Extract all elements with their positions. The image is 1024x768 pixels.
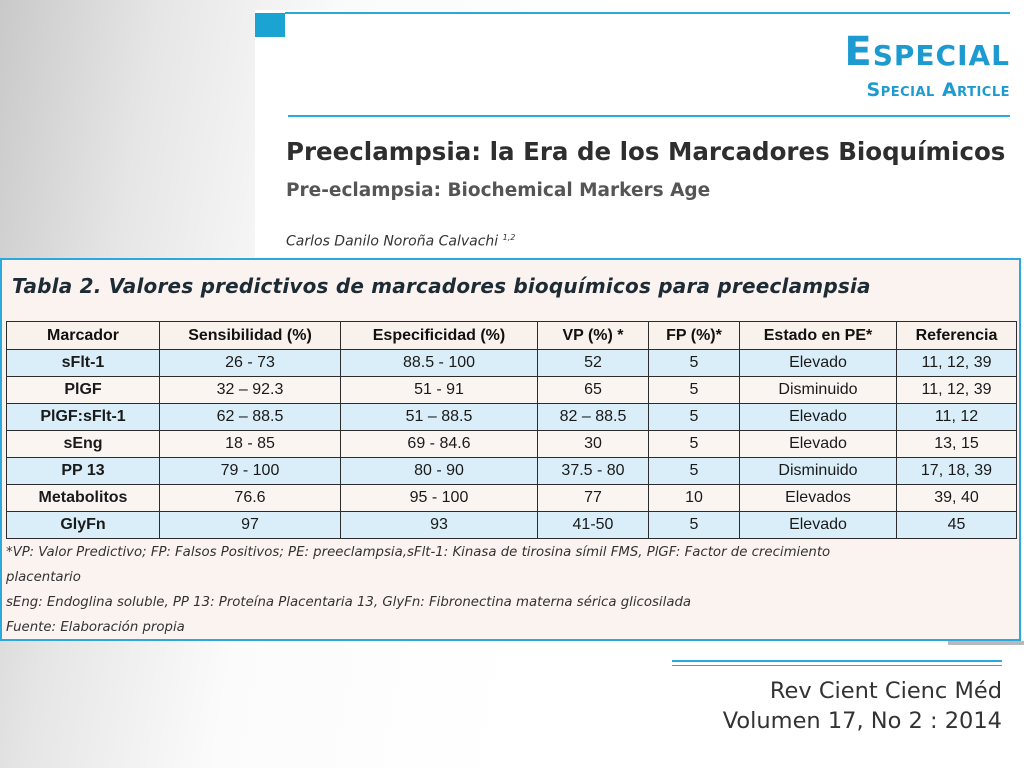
- cell-fp: 5: [648, 511, 740, 539]
- cell-reference: 45: [896, 511, 1017, 539]
- cell-state: Elevado: [739, 430, 897, 458]
- table-row: GlyFn 97 93 41-50 5 Elevado 45: [6, 511, 1017, 539]
- table-row: sEng 18 - 85 69 - 84.6 30 5 Elevado 13, …: [6, 430, 1017, 458]
- cell-marker: sFlt-1: [6, 349, 160, 377]
- table-footnotes: *VP: Valor Predictivo; FP: Falsos Positi…: [6, 540, 1011, 640]
- cell-specificity: 88.5 - 100: [340, 349, 538, 377]
- cell-marker: PlGF:sFlt-1: [6, 403, 160, 431]
- cell-state: Disminuido: [739, 376, 897, 404]
- cell-state: Elevados: [739, 484, 897, 512]
- cell-sensitivity: 32 – 92.3: [159, 376, 341, 404]
- table-row: sFlt-1 26 - 73 88.5 - 100 52 5 Elevado 1…: [6, 349, 1017, 377]
- cell-reference: 39, 40: [896, 484, 1017, 512]
- article-header-panel: [255, 10, 1024, 260]
- cell-marker: PlGF: [6, 376, 160, 404]
- table-panel: Tabla 2. Valores predictivos de marcador…: [0, 258, 1021, 641]
- cell-pv: 65: [537, 376, 649, 404]
- table-header-row: Marcador Sensibilidad (%) Especificidad …: [6, 321, 1017, 350]
- cell-specificity: 80 - 90: [340, 457, 538, 485]
- cell-specificity: 95 - 100: [340, 484, 538, 512]
- section-label-english: Special Article: [866, 79, 1010, 101]
- table-caption: Tabla 2. Valores predictivos de marcador…: [12, 274, 871, 298]
- column-header-state: Estado en PE*: [739, 321, 897, 350]
- cell-reference: 17, 18, 39: [896, 457, 1017, 485]
- cell-sensitivity: 97: [159, 511, 341, 539]
- table-row: Metabolitos 76.6 95 - 100 77 10 Elevados…: [6, 484, 1017, 512]
- cell-state: Elevado: [739, 403, 897, 431]
- header-accent-square: [255, 13, 285, 37]
- column-header-pv: VP (%) *: [537, 321, 649, 350]
- journal-citation: Rev Cient Cienc Méd Volumen 17, No 2 : 2…: [723, 676, 1002, 736]
- cell-marker: Metabolitos: [6, 484, 160, 512]
- markers-table: Marcador Sensibilidad (%) Especificidad …: [6, 321, 1017, 539]
- footnote-line: placentario: [6, 570, 81, 585]
- cell-fp: 5: [648, 430, 740, 458]
- cell-specificity: 69 - 84.6: [340, 430, 538, 458]
- cell-reference: 11, 12, 39: [896, 349, 1017, 377]
- column-header-specificity: Especificidad (%): [340, 321, 538, 350]
- cell-marker: PP 13: [6, 457, 160, 485]
- table-row: PlGF:sFlt-1 62 – 88.5 51 – 88.5 82 – 88.…: [6, 403, 1017, 431]
- journal-rule-bottom: [672, 665, 1002, 666]
- journal-volume: Volumen 17, No 2 : 2014: [722, 708, 1002, 734]
- cell-marker: GlyFn: [6, 511, 160, 539]
- cell-pv: 52: [537, 349, 649, 377]
- table-row: PP 13 79 - 100 80 - 90 37.5 - 80 5 Dismi…: [6, 457, 1017, 485]
- footnote-line: *VP: Valor Predictivo; FP: Falsos Positi…: [6, 545, 831, 560]
- cell-state: Elevado: [739, 349, 897, 377]
- cell-fp: 5: [648, 376, 740, 404]
- cell-state: Elevado: [739, 511, 897, 539]
- journal-name: Rev Cient Cienc Méd: [769, 678, 1002, 704]
- cell-pv: 77: [537, 484, 649, 512]
- column-header-reference: Referencia: [896, 321, 1017, 350]
- table-row: PlGF 32 – 92.3 51 - 91 65 5 Disminuido 1…: [6, 376, 1017, 404]
- cell-reference: 11, 12: [896, 403, 1017, 431]
- cell-pv: 41-50: [537, 511, 649, 539]
- cell-reference: 13, 15: [896, 430, 1017, 458]
- table-shadow: [948, 641, 1024, 645]
- footnote-source: Fuente: Elaboración propia: [6, 620, 185, 635]
- author-line: Carlos Danilo Noroña Calvachi 1,2: [286, 233, 515, 250]
- cell-sensitivity: 18 - 85: [159, 430, 341, 458]
- cell-pv: 30: [537, 430, 649, 458]
- cell-specificity: 51 - 91: [340, 376, 538, 404]
- title-divider: [288, 115, 1010, 117]
- cell-sensitivity: 79 - 100: [159, 457, 341, 485]
- article-title: Preeclampsia: la Era de los Marcadores B…: [286, 137, 1006, 166]
- cell-specificity: 93: [340, 511, 538, 539]
- footnote-line: sEng: Endoglina soluble, PP 13: Proteína…: [6, 595, 692, 610]
- cell-fp: 5: [648, 349, 740, 377]
- cell-fp: 5: [648, 457, 740, 485]
- cell-sensitivity: 62 – 88.5: [159, 403, 341, 431]
- cell-sensitivity: 26 - 73: [159, 349, 341, 377]
- column-header-fp: FP (%)*: [648, 321, 740, 350]
- cell-pv: 82 – 88.5: [537, 403, 649, 431]
- header-top-rule: [285, 12, 1010, 14]
- cell-reference: 11, 12, 39: [896, 376, 1017, 404]
- cell-marker: sEng: [6, 430, 160, 458]
- author-affiliation: 1,2: [502, 233, 516, 242]
- column-header-sensitivity: Sensibilidad (%): [159, 321, 341, 350]
- cell-specificity: 51 – 88.5: [340, 403, 538, 431]
- author-name: Carlos Danilo Noroña Calvachi: [286, 233, 499, 250]
- cell-fp: 10: [648, 484, 740, 512]
- cell-sensitivity: 76.6: [159, 484, 341, 512]
- cell-state: Disminuido: [739, 457, 897, 485]
- journal-rule-top: [672, 660, 1002, 662]
- section-label: Especial: [844, 29, 1010, 75]
- article-subtitle: Pre-eclampsia: Biochemical Markers Age: [286, 180, 711, 201]
- cell-fp: 5: [648, 403, 740, 431]
- cell-pv: 37.5 - 80: [537, 457, 649, 485]
- column-header-marker: Marcador: [6, 321, 160, 350]
